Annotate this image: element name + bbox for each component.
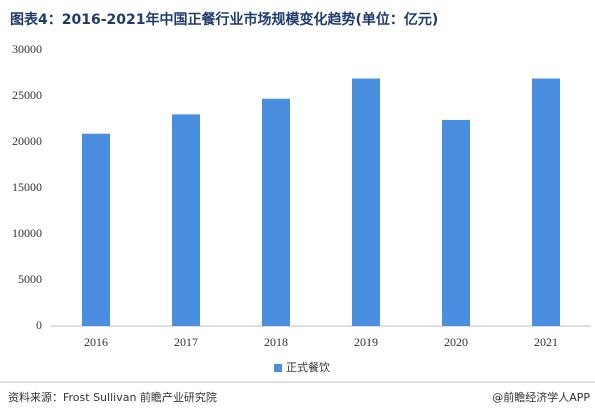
credit: @前瞻经济学人APP [492,390,590,404]
y-tick-label: 30000 [12,42,42,56]
x-tick-label: 2020 [444,335,468,349]
bar [442,119,470,326]
legend-swatch [274,364,282,372]
y-tick-label: 10000 [12,226,42,240]
bar [352,78,380,327]
y-tick-label: 5000 [18,272,42,286]
x-tick-label: 2018 [264,335,288,349]
bar [262,98,290,326]
y-tick-label: 0 [36,318,42,332]
bar [532,78,560,327]
bar [172,114,200,327]
x-tick-label: 2021 [534,335,558,349]
y-tick-label: 25000 [12,88,42,102]
y-tick-label: 15000 [12,180,42,194]
x-tick-label: 2017 [174,335,198,349]
bar [82,133,110,326]
x-tick-label: 2019 [354,335,378,349]
x-tick-label: 2016 [84,335,108,349]
chart-title: 图表4：2016-2021年中国正餐行业市场规模变化趋势(单位：亿元) [10,11,438,28]
y-tick-label: 20000 [12,134,42,148]
source: 资料来源：Frost Sullivan 前瞻产业研究院 [8,390,217,404]
legend-label: 正式餐饮 [286,360,330,374]
